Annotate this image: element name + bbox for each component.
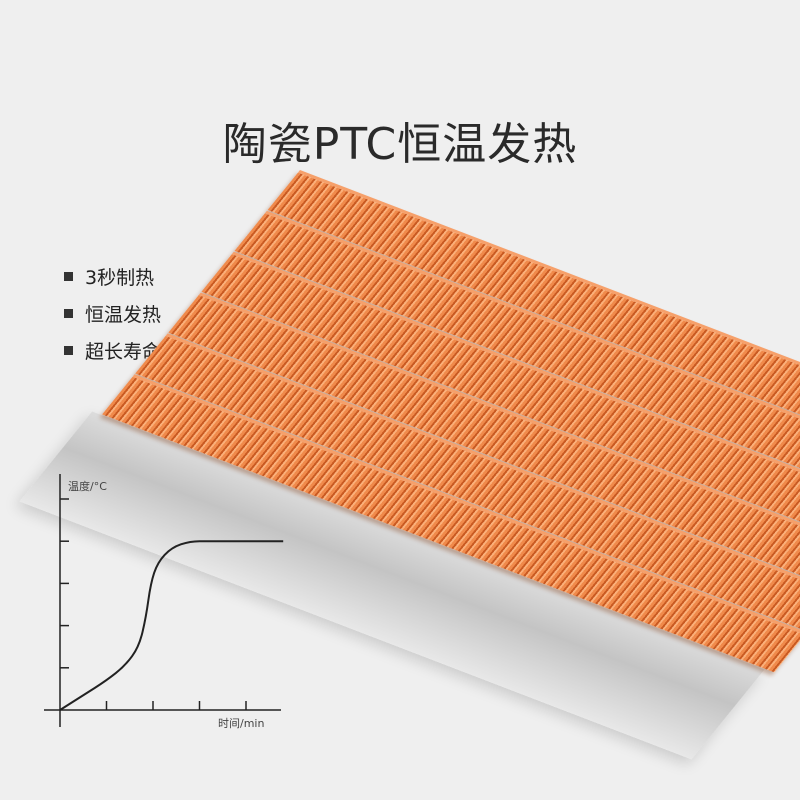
x-axis-label: 时间/min <box>218 717 264 730</box>
feature-item: 3秒制热 <box>64 258 161 295</box>
feature-label: 超长寿命 <box>85 341 162 363</box>
bullet-icon <box>64 346 73 355</box>
feature-item: 恒温发热 <box>64 295 161 332</box>
temperature-curve <box>59 540 284 711</box>
feature-label: 3秒制热 <box>85 267 155 289</box>
feature-label: 恒温发热 <box>85 304 162 326</box>
y-axis-label: 温度/°C <box>68 479 107 493</box>
bullet-icon <box>64 309 73 318</box>
feature-list: 3秒制热 恒温发热 超长寿命 <box>64 258 161 369</box>
bullet-icon <box>64 272 73 281</box>
page-title: 陶瓷PTC恒温发热 <box>222 119 578 170</box>
feature-item: 超长寿命 <box>64 332 161 369</box>
